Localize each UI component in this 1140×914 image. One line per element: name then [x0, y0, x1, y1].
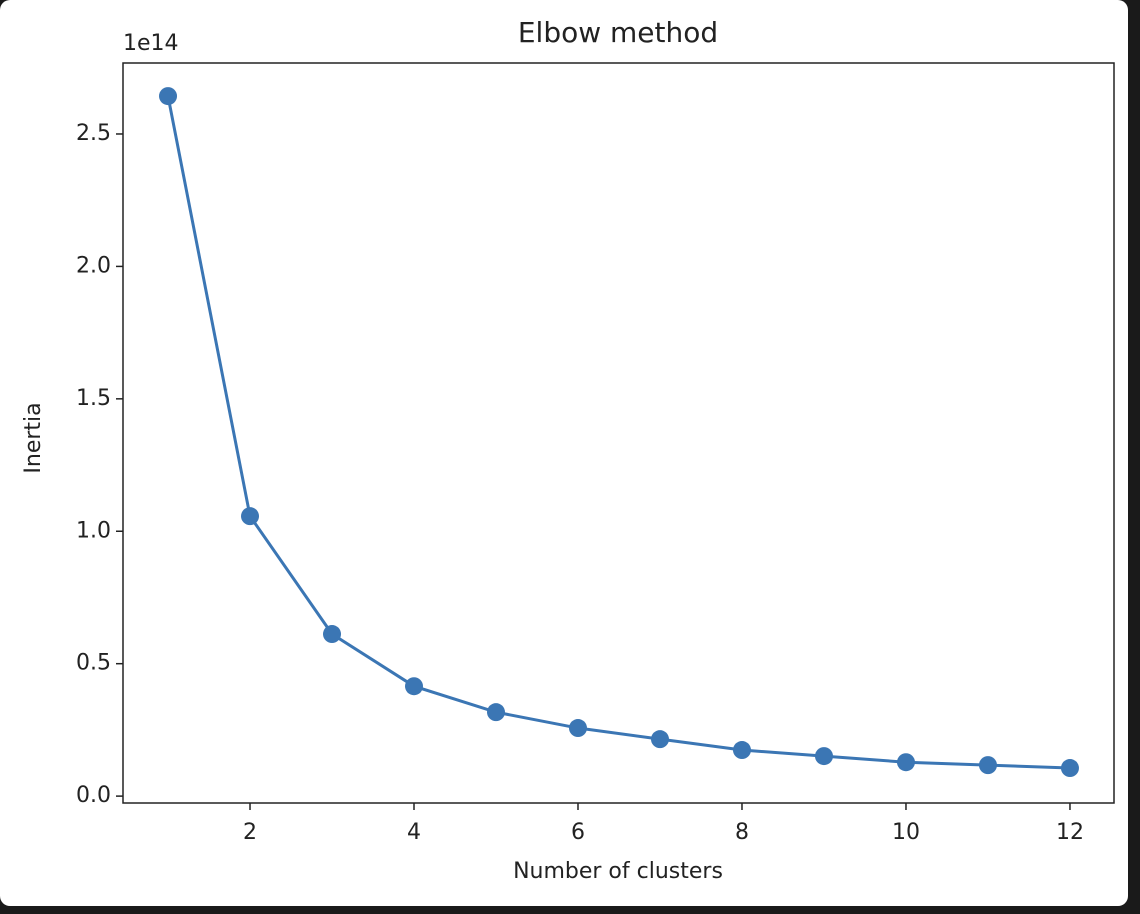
x-tick-label: 4	[407, 820, 421, 845]
x-tick-label: 6	[571, 820, 585, 845]
point	[1060, 759, 1079, 778]
y-offset-text: 1e14	[123, 31, 179, 56]
y-tick-label: 0.5	[76, 651, 111, 676]
x-tick-label: 8	[735, 820, 749, 845]
point	[405, 677, 424, 696]
point	[323, 625, 342, 644]
x-tick-label: 12	[1056, 820, 1084, 845]
point	[732, 741, 751, 760]
x-tick-label: 10	[892, 820, 920, 845]
point	[978, 756, 997, 775]
y-tick-label: 0.0	[76, 783, 111, 808]
x-tick-label: 2	[243, 820, 257, 845]
point	[159, 87, 178, 106]
y-tick-label: 2.5	[76, 121, 111, 146]
plot-frame	[122, 62, 1115, 804]
point	[896, 753, 915, 772]
y-tick-label: 1.5	[76, 386, 111, 411]
point	[486, 703, 505, 722]
point	[650, 730, 669, 749]
y-axis-label: Inertia	[21, 402, 46, 473]
y-tick-label: 2.0	[76, 253, 111, 278]
point	[814, 747, 833, 766]
y-tick-label: 1.0	[76, 518, 111, 543]
line	[166, 95, 1071, 770]
point	[241, 507, 260, 526]
point	[568, 719, 587, 738]
chart-title: Elbow method	[518, 16, 718, 49]
x-axis-label: Number of clusters	[513, 859, 723, 884]
